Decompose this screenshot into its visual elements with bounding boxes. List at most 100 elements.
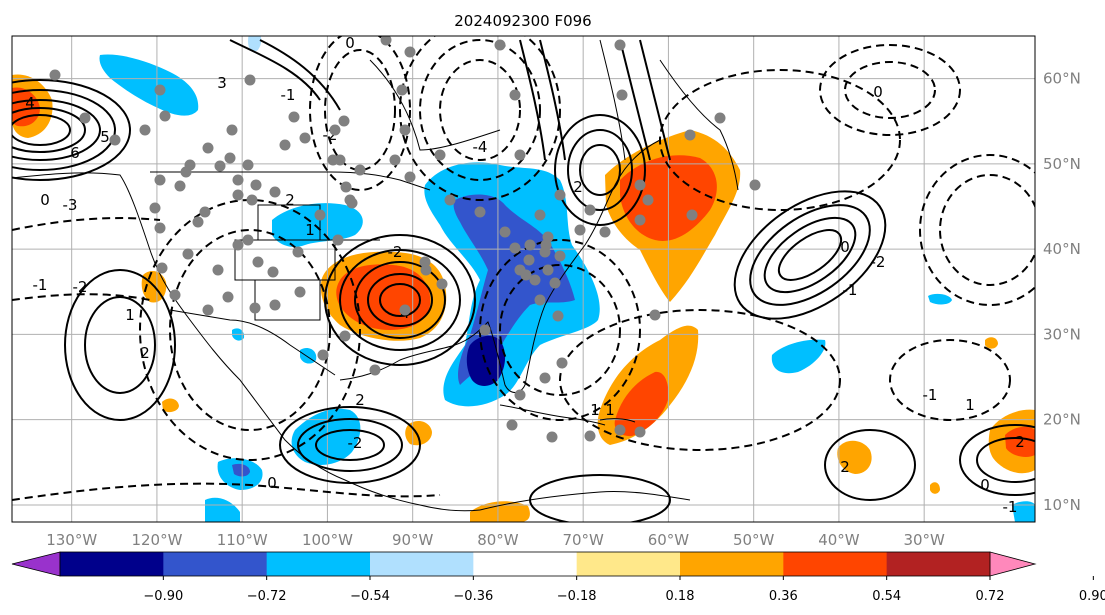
station-marker xyxy=(649,309,661,321)
chart-title: 2024092300 F096 xyxy=(454,12,591,30)
station-marker xyxy=(232,189,244,201)
contour-label: 1 xyxy=(605,401,615,419)
border-state-lines xyxy=(234,204,380,321)
station-marker xyxy=(139,124,151,136)
colorbar-tick-label: 0.36 xyxy=(769,589,798,604)
longitude-tick-label: 100°W xyxy=(302,531,353,549)
contour-label: 4 xyxy=(25,94,35,112)
station-marker xyxy=(317,349,329,361)
contour-label: 1 xyxy=(305,221,315,239)
station-marker xyxy=(226,124,238,136)
station-marker xyxy=(224,152,236,164)
colorbar-segment xyxy=(473,552,578,576)
latitude-tick-label: 40°N xyxy=(1043,240,1081,258)
positive-anomaly-small-3 xyxy=(470,501,530,522)
longitude-tick-label: 50°W xyxy=(733,531,775,549)
contour-label: 0 xyxy=(40,191,50,209)
positive-anomaly-small-6 xyxy=(930,482,940,494)
positive-contours xyxy=(12,39,1035,522)
station-marker xyxy=(599,226,611,238)
colorbar-segment xyxy=(266,552,371,576)
longitude-tick-label: 70°W xyxy=(562,531,604,549)
station-marker xyxy=(574,224,586,236)
contour-label: -2 xyxy=(348,434,363,452)
station-marker xyxy=(514,149,526,161)
moderate-negative-anomaly-mexico xyxy=(232,463,250,477)
station-marker xyxy=(292,246,304,258)
station-marker xyxy=(288,111,300,123)
colorbar-tick-label: 0.72 xyxy=(976,589,1005,604)
coastline-south-america xyxy=(479,491,691,511)
station-marker xyxy=(242,159,254,171)
station-marker xyxy=(494,39,506,51)
negative-anomaly-small-1 xyxy=(928,293,952,305)
station-marker xyxy=(154,222,166,234)
station-marker xyxy=(329,124,341,136)
station-marker xyxy=(338,115,350,127)
positive-anomaly-small-5 xyxy=(985,337,998,349)
contour-label: 2 xyxy=(840,458,850,476)
station-marker xyxy=(499,226,511,238)
station-marker xyxy=(684,129,696,141)
colorbar-tick-label: −0.72 xyxy=(247,589,287,604)
contour-label: -1 xyxy=(33,276,48,294)
station-marker xyxy=(202,142,214,154)
colorbar-segment xyxy=(576,552,681,576)
latitude-tick-label: 60°N xyxy=(1043,70,1081,88)
station-marker xyxy=(232,174,244,186)
station-marker xyxy=(584,204,596,216)
colorbar-tick-label: 0.90 xyxy=(1079,589,1105,604)
station-marker xyxy=(332,234,344,246)
station-marker xyxy=(399,124,411,136)
station-marker xyxy=(524,239,536,251)
contour-label: 1 xyxy=(590,401,600,419)
station-marker xyxy=(154,174,166,186)
coastline-cuba xyxy=(499,404,606,426)
station-marker xyxy=(79,112,91,124)
coastline-canada-east xyxy=(599,39,739,191)
station-marker xyxy=(634,426,646,438)
station-marker xyxy=(540,239,552,251)
coastlines xyxy=(12,39,739,512)
contour-label: 0 xyxy=(345,34,355,52)
contour-label: 5 xyxy=(100,128,110,146)
strong-anomaly-alaska xyxy=(12,87,40,127)
contour-label: -2 xyxy=(871,253,886,271)
station-marker xyxy=(299,132,311,144)
coastline-hispaniola xyxy=(599,418,636,423)
longitude-tick-label: 110°W xyxy=(217,531,268,549)
station-marker xyxy=(380,36,392,46)
station-marker xyxy=(242,234,254,246)
colorbar-tick-label: −0.54 xyxy=(350,589,390,604)
station-marker xyxy=(554,189,566,201)
contour-label: 2 xyxy=(355,391,365,409)
latitude-tick-labels: 60°N 50°N 40°N 30°N 20°N 10°N xyxy=(1043,70,1081,514)
coastline-hudson-bay xyxy=(369,59,501,151)
longitude-tick-label: 90°W xyxy=(392,531,434,549)
border-us-canada xyxy=(150,171,431,191)
station-marker xyxy=(506,419,518,431)
station-marker xyxy=(554,250,566,262)
station-marker xyxy=(552,310,564,322)
station-marker xyxy=(294,286,306,298)
station-marker xyxy=(616,89,628,101)
station-marker xyxy=(614,39,626,51)
longitude-tick-label: 30°W xyxy=(903,531,945,549)
station-marker xyxy=(404,171,416,183)
station-marker xyxy=(154,84,166,96)
station-marker xyxy=(232,239,244,251)
map-area: 46530-1-221-30-1-212-4024-21-12-201-1120… xyxy=(12,34,1035,522)
station-marker xyxy=(549,277,561,289)
colorbar-extend-max xyxy=(989,551,1037,577)
station-marker xyxy=(109,134,121,146)
colorbar-segment xyxy=(60,552,164,576)
station-marker xyxy=(180,166,192,178)
colorbar-segment xyxy=(680,552,784,576)
station-marker xyxy=(534,209,546,221)
colorbar-outline xyxy=(59,551,991,577)
station-marker xyxy=(249,302,261,314)
contour-label: 6 xyxy=(70,144,80,162)
map-frame xyxy=(11,35,1036,523)
station-marker xyxy=(539,372,551,384)
contour-label: -4 xyxy=(473,138,488,156)
